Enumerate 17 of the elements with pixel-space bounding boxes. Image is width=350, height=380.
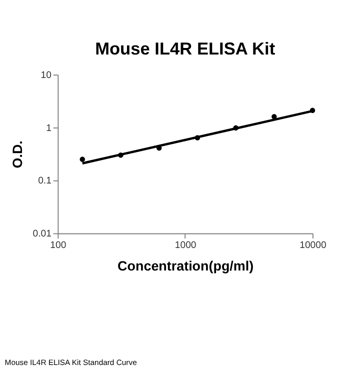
y-tick-label: 1 xyxy=(46,122,52,134)
point xyxy=(118,152,124,158)
y-tick-label: 10 xyxy=(40,70,52,81)
x-tick-label: 10000 xyxy=(300,240,326,252)
point xyxy=(80,156,86,162)
y-tick-label: 0.01 xyxy=(32,228,52,240)
point xyxy=(310,108,316,114)
point xyxy=(272,114,277,120)
point xyxy=(233,125,238,131)
point xyxy=(194,135,200,140)
x-tick-label: 100 xyxy=(50,240,66,252)
x-axis-title: Concentration(pg/ml) xyxy=(118,258,254,274)
y-axis-title: O.D. xyxy=(10,140,26,168)
x-tick-label: 1000 xyxy=(174,240,196,252)
chart-title: Mouse IL4R ELISA Kit xyxy=(95,38,276,58)
y-tick-label: 0.1 xyxy=(38,176,52,187)
text: Mouse IL4R ELISA Kit Standard Curve xyxy=(4,358,137,367)
